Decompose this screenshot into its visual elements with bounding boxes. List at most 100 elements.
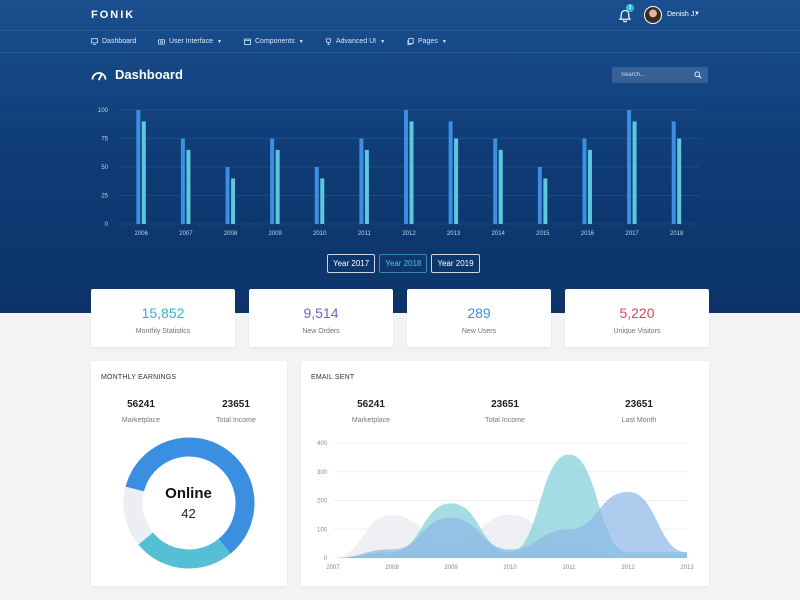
online-donut-chart — [121, 435, 257, 571]
bar[interactable] — [632, 121, 637, 224]
x-tick-label: 2016 — [581, 231, 595, 237]
main-nav: Dashboard User Interface ▼ Components ▼ … — [0, 30, 800, 53]
stat-card-new-users: 289 New Users — [407, 289, 551, 347]
chevron-down-icon: ▼ — [441, 38, 447, 45]
y-tick-label: 75 — [101, 137, 108, 143]
bar[interactable] — [627, 110, 632, 224]
bar[interactable] — [275, 149, 280, 224]
bar[interactable] — [448, 121, 453, 224]
stat-label: Monthly Statistics — [135, 328, 191, 335]
nav-item-advanced-ui[interactable]: Advanced UI ▼ — [325, 38, 385, 45]
metric-value: 23651 — [491, 399, 519, 410]
x-tick-label: 2011 — [358, 231, 372, 237]
bar[interactable] — [677, 138, 682, 225]
monthly-earnings-panel: MONTHLY EARNINGS 56241 Marketplace 23651… — [91, 361, 287, 586]
chevron-down-icon: ▼ — [298, 38, 304, 45]
x-tick-label: 2009 — [444, 565, 458, 571]
area-series[interactable] — [333, 491, 687, 558]
chevron-down-icon: ▼ — [216, 38, 222, 45]
bar[interactable] — [364, 149, 369, 224]
bar[interactable] — [404, 110, 408, 224]
x-tick-label: 2008 — [385, 565, 399, 571]
nav-label: Dashboard — [102, 38, 137, 45]
bar[interactable] — [136, 110, 141, 224]
year-2019-button[interactable]: Year 2019 — [431, 254, 480, 273]
yearly-bar-chart: 0 25 50 75 100 2006 2007 2008 2009 2010 2011 2012 20… — [98, 108, 700, 237]
donut-title: Online — [165, 485, 212, 502]
metric-label: Total Income — [485, 417, 525, 424]
stat-label: New Users — [461, 328, 497, 335]
camera-icon — [158, 39, 165, 45]
y-tick-label: 0 — [324, 556, 328, 562]
bar[interactable] — [180, 138, 185, 225]
bar[interactable] — [454, 138, 459, 225]
trophy-icon — [325, 38, 332, 45]
stat-value: 5,220 — [619, 305, 655, 321]
bar[interactable] — [314, 167, 319, 224]
x-tick-label: 2015 — [536, 231, 550, 237]
bar[interactable] — [493, 138, 498, 225]
pages-icon — [407, 38, 414, 45]
metric-total-income: 23651 Total Income — [460, 399, 550, 424]
nav-item-pages[interactable]: Pages ▼ — [407, 38, 447, 45]
donut-segment[interactable] — [121, 435, 257, 571]
y-tick-label: 0 — [105, 222, 109, 228]
search-input[interactable] — [612, 67, 692, 83]
x-tick-label: 2011 — [563, 565, 577, 571]
nav-item-dashboard[interactable]: Dashboard — [91, 38, 136, 45]
metric-label: Marketplace — [121, 417, 161, 424]
bar[interactable] — [359, 138, 364, 225]
metric-label: Total Income — [216, 417, 256, 424]
monitor-icon — [91, 38, 98, 45]
bar[interactable] — [270, 138, 275, 225]
metric-value: 23651 — [222, 399, 250, 410]
bar[interactable] — [231, 178, 236, 224]
search-icon[interactable] — [694, 71, 702, 79]
brand-logo[interactable]: FONIK — [91, 9, 136, 21]
bar[interactable] — [587, 149, 592, 224]
x-tick-label: 2017 — [625, 231, 639, 237]
top-bar: FONIK 3 Denish J. ▼ — [0, 0, 800, 30]
y-tick-label: 100 — [98, 108, 109, 114]
user-name[interactable]: Denish J. — [667, 11, 697, 18]
bar[interactable] — [409, 121, 414, 224]
chevron-down-icon[interactable]: ▼ — [694, 11, 700, 17]
nav-item-user-interface[interactable]: User Interface ▼ — [158, 38, 222, 45]
donut-segment[interactable] — [121, 435, 257, 571]
metric-total-income: 23651 Total Income — [191, 399, 281, 424]
nav-item-components[interactable]: Components ▼ — [244, 38, 304, 45]
page-header: Dashboard — [91, 67, 183, 82]
x-tick-label: 2007 — [326, 565, 340, 571]
calendar-icon — [244, 38, 251, 45]
stat-value: 289 — [467, 305, 491, 321]
bar[interactable] — [186, 149, 191, 224]
bar[interactable] — [671, 121, 676, 224]
stat-card-new-orders: 9,514 New Orders — [249, 289, 393, 347]
x-tick-label: 2013 — [447, 231, 461, 237]
y-tick-label: 400 — [317, 441, 328, 447]
avatar[interactable] — [644, 6, 662, 24]
year-2017-button[interactable]: Year 2017 — [327, 254, 376, 273]
stat-card-monthly-statistics: 15,852 Monthly Statistics — [91, 289, 235, 347]
metric-marketplace: 56241 Marketplace — [96, 399, 186, 424]
bar[interactable] — [543, 178, 548, 224]
metric-value: 56241 — [127, 399, 155, 410]
stat-label: Unique Visitors — [613, 328, 661, 335]
bar[interactable] — [141, 121, 146, 224]
metric-last-month: 23651 Last Month — [594, 399, 684, 424]
bar[interactable] — [225, 167, 230, 224]
nav-label: Components — [255, 38, 295, 45]
y-tick-label: 25 — [101, 194, 108, 200]
x-tick-label: 2008 — [224, 231, 238, 237]
bar[interactable] — [537, 167, 542, 224]
bar[interactable] — [498, 149, 503, 224]
email-sent-panel: EMAIL SENT 56241 Marketplace 23651 Total… — [301, 361, 709, 586]
year-2018-button[interactable]: Year 2018 — [379, 254, 428, 273]
stat-card-unique-visitors: 5,220 Unique Visitors — [565, 289, 709, 347]
donut-count: 42 — [181, 506, 196, 521]
bar[interactable] — [320, 178, 325, 224]
metric-value: 56241 — [357, 399, 385, 410]
bar[interactable] — [582, 138, 587, 225]
notification-badge: 3 — [626, 4, 634, 12]
chevron-down-icon: ▼ — [380, 38, 386, 45]
